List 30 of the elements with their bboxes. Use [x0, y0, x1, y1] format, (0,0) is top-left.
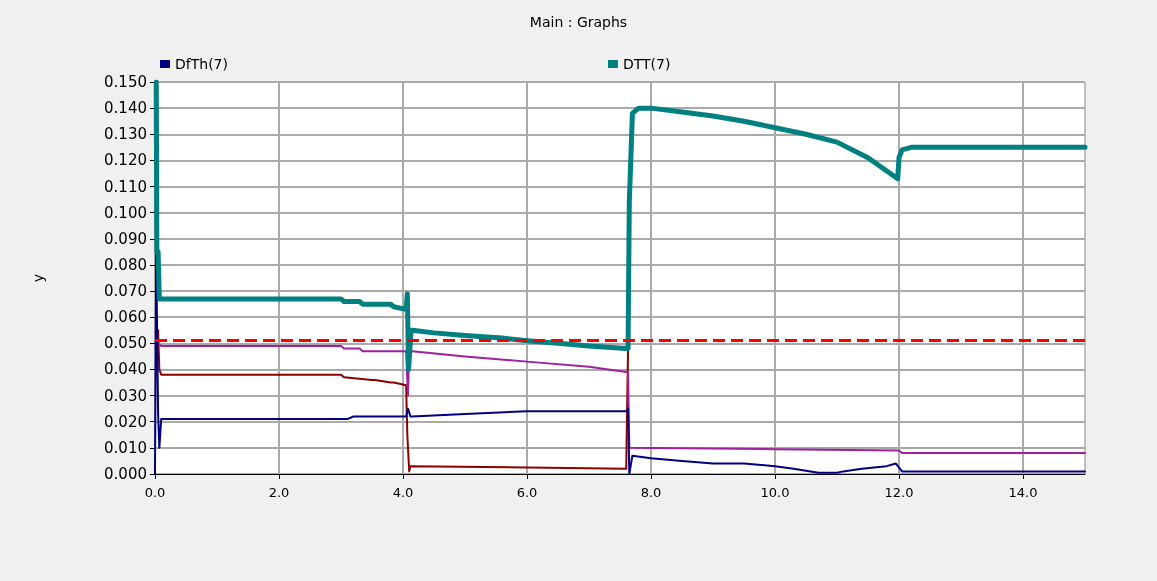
x-tick-label: 6.0	[516, 485, 538, 500]
y-tick-label: 0.020	[104, 412, 147, 431]
y-tick-label: 0.010	[104, 438, 147, 457]
legend-label: DfTh(7)	[175, 56, 228, 72]
x-tick-label: 8.0	[640, 485, 662, 500]
x-tick-label: 14.0	[1008, 485, 1038, 500]
y-tick-label: 0.140	[104, 99, 147, 118]
y-axis-title: y	[30, 273, 46, 283]
y-tick-label: 0.120	[104, 151, 147, 170]
x-tick-label: 4.0	[392, 485, 414, 500]
y-tick-label: 0.040	[104, 360, 147, 379]
x-tick-label: 0.0	[144, 485, 166, 500]
y-tick-label: 0.000	[104, 465, 147, 483]
x-tick-label: 10.0	[760, 485, 790, 500]
legend-label: DTT(7)	[622, 56, 671, 72]
y-tick-label: 0.150	[104, 73, 147, 91]
chart-title: Main : Graphs	[529, 14, 628, 30]
y-tick-label: 0.130	[104, 125, 147, 144]
y-tick-label: 0.100	[104, 203, 147, 222]
y-tick-label: 0.050	[104, 334, 147, 353]
y-tick-label: 0.060	[104, 308, 147, 327]
y-tick-label: 0.030	[104, 386, 147, 405]
y-tick-label: 0.070	[104, 282, 147, 301]
line-series	[157, 342, 1086, 455]
x-tick-label: 12.0	[884, 485, 914, 500]
y-tick-label: 0.090	[104, 229, 147, 248]
y-tick-label: 0.080	[104, 255, 147, 274]
y-tick-label: 0.110	[104, 177, 147, 196]
x-tick-label: 2.0	[268, 485, 290, 500]
line-series	[157, 329, 630, 473]
